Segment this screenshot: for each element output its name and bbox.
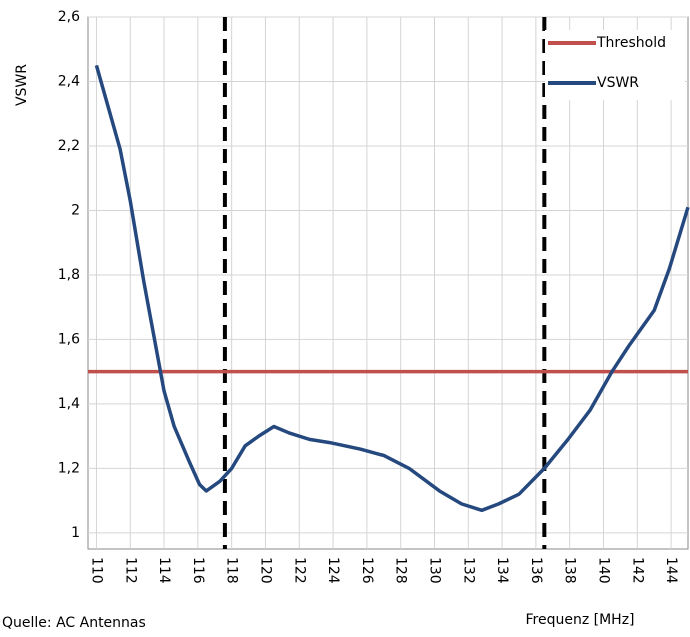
x-tick-label: 120: [257, 557, 273, 584]
x-tick-label: 144: [663, 557, 679, 584]
x-tick-label: 124: [325, 557, 341, 584]
x-tick-label: 112: [122, 557, 138, 584]
x-tick-label: 132: [460, 557, 476, 584]
legend-label: VSWR: [597, 75, 639, 91]
series-line: [94, 64, 690, 513]
y-tick-label: 2: [71, 202, 80, 218]
y-tick-label: 1: [71, 525, 80, 541]
x-axis-label: Frequenz [MHz]: [525, 612, 634, 628]
x-tick-label: 126: [359, 557, 375, 584]
y-tick-label: 2,6: [58, 9, 80, 25]
y-tick-label: 2,2: [58, 138, 80, 154]
y-tick-label: 1,2: [58, 460, 80, 476]
y-axis-label: VSWR: [14, 64, 30, 106]
x-tick-label: 110: [88, 557, 104, 584]
x-tick-label: 130: [426, 557, 442, 584]
x-tick-label: 116: [190, 557, 206, 584]
legend-label: Threshold: [596, 35, 666, 51]
x-tick-label: 134: [494, 557, 510, 584]
x-tick-label: 140: [595, 557, 611, 584]
x-tick-label: 142: [629, 557, 645, 584]
x-tick-label: 118: [224, 557, 240, 584]
x-tick-label: 114: [156, 557, 172, 584]
x-tick-label: 136: [528, 557, 544, 584]
y-tick-label: 1,4: [58, 396, 80, 412]
x-tick-label: 128: [393, 557, 409, 584]
x-tick-label: 122: [291, 557, 307, 584]
y-tick-label: 1,8: [58, 267, 80, 283]
y-tick-label: 2,4: [58, 73, 80, 89]
source: Quelle: AC Antennas: [2, 615, 146, 631]
y-tick-label: 1,6: [58, 331, 80, 347]
x-tick-label: 138: [562, 557, 578, 584]
